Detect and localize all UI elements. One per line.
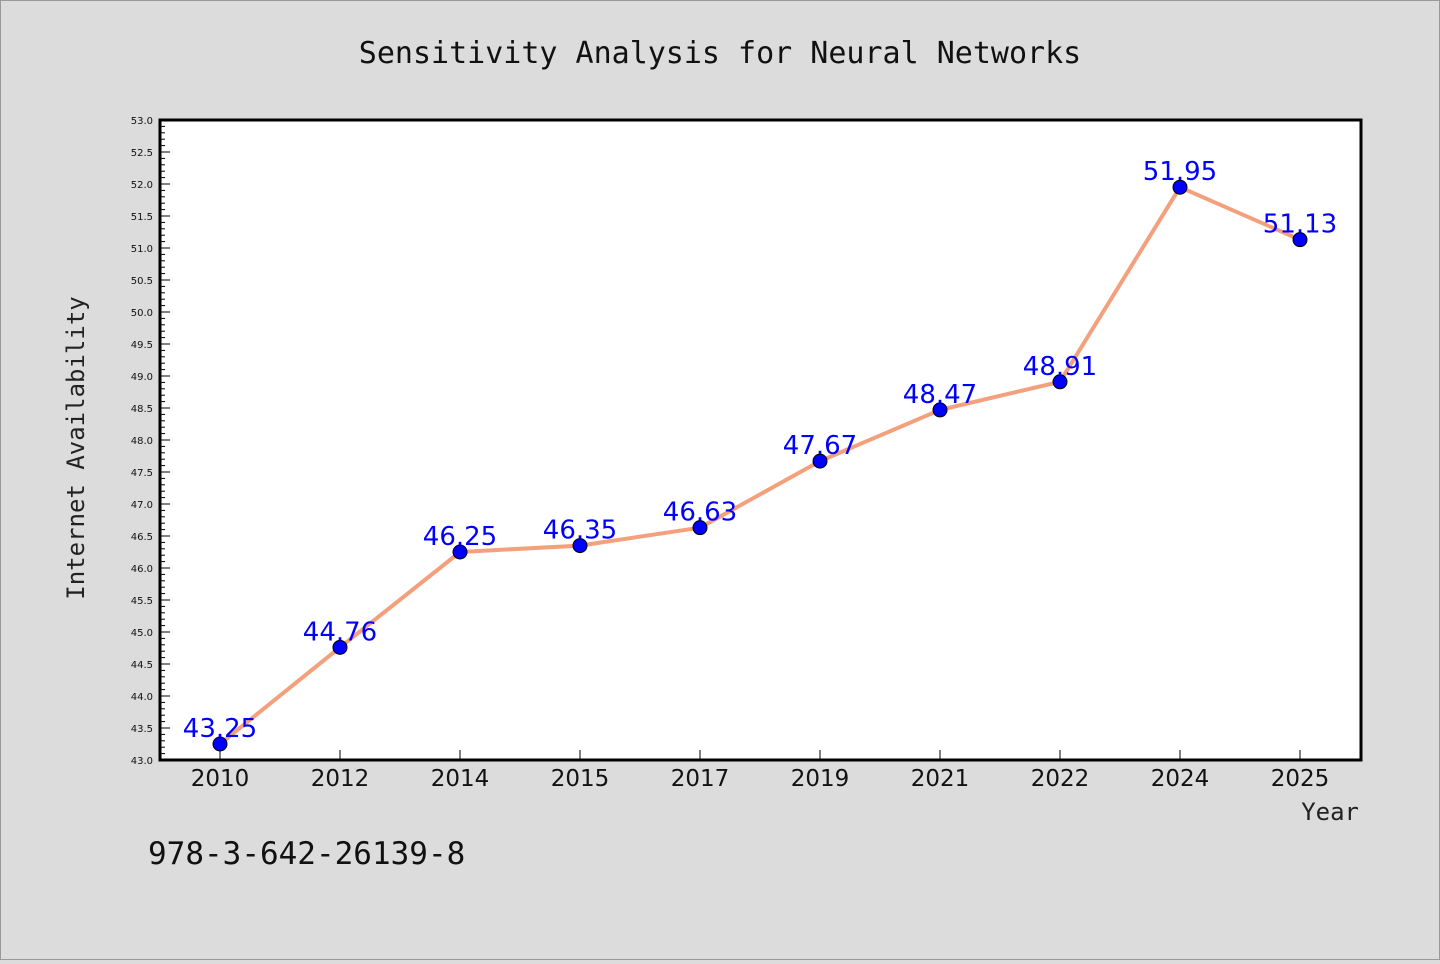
x-tick-label: 2015 — [551, 766, 610, 792]
plot-area — [158, 118, 1363, 762]
data-point — [332, 639, 348, 655]
data-point — [692, 520, 708, 536]
data-labels: 43.25 44.76 46.25 46.35 46.63 47.67 48.47 48.91… — [183, 157, 1337, 744]
y-tick-label: 52.0 — [131, 180, 153, 191]
y-tick-label: 43.0 — [131, 756, 153, 767]
x-axis: 2010 2012 2014 2015 2017 2019 2021 2022 2024 2025 — [191, 750, 1330, 792]
y-tick-label: 45.0 — [131, 628, 153, 639]
y-tick-label: 50.5 — [131, 276, 153, 287]
data-series — [212, 179, 1308, 752]
data-label: 47.67 — [783, 431, 857, 461]
data-label: 44.76 — [303, 617, 377, 647]
x-tick-label: 2024 — [1151, 766, 1210, 792]
data-label: 46.25 — [423, 522, 497, 552]
data-point — [572, 538, 588, 554]
isbn-footnote: 978-3-642-26139-8 — [148, 836, 465, 872]
y-tick-label: 48.5 — [131, 404, 153, 415]
y-tick-label: 51.0 — [131, 244, 153, 255]
y-tick-label: 46.5 — [131, 532, 153, 543]
y-tick-label: 43.5 — [131, 724, 153, 735]
data-point — [452, 544, 468, 560]
y-tick-label: 48.0 — [131, 436, 153, 447]
data-point — [1292, 232, 1308, 248]
x-tick-label: 2014 — [431, 766, 490, 792]
data-label: 46.63 — [663, 498, 737, 528]
y-tick-label: 53.0 — [131, 116, 153, 127]
y-tick-label: 46.0 — [131, 564, 153, 575]
x-tick-label: 2022 — [1031, 766, 1090, 792]
y-tick-label: 47.0 — [131, 500, 153, 511]
y-tick-label: 50.0 — [131, 308, 153, 319]
data-point — [212, 736, 228, 752]
data-point — [1172, 179, 1188, 195]
data-point — [932, 402, 948, 418]
data-point — [1052, 374, 1068, 390]
y-tick-label: 51.5 — [131, 212, 153, 223]
y-tick-label: 45.5 — [131, 596, 153, 607]
y-tick-label: 52.5 — [131, 148, 153, 159]
data-label: 48.47 — [903, 380, 977, 410]
x-tick-label: 2010 — [191, 766, 250, 792]
y-tick-label: 47.5 — [131, 468, 153, 479]
data-point — [812, 453, 828, 469]
data-label: 51.13 — [1263, 210, 1337, 240]
x-tick-label: 2017 — [671, 766, 730, 792]
data-label: 48.91 — [1023, 352, 1097, 382]
chart-title: Sensitivity Analysis for Neural Networks — [359, 36, 1081, 71]
y-axis-label: Internet Availability — [62, 296, 90, 599]
x-axis-label: Year — [1301, 798, 1359, 826]
y-tick-label: 49.5 — [131, 340, 153, 351]
y-tick-label: 49.0 — [131, 372, 153, 383]
y-axis: 43.0 43.5 44.0 44.5 45.0 45.5 46.0 46.5 47.0 47.5… — [131, 116, 170, 767]
x-tick-label: 2025 — [1271, 766, 1330, 792]
data-label: 43.25 — [183, 714, 257, 744]
y-tick-label: 44.5 — [131, 660, 153, 671]
series-line — [218, 185, 1301, 746]
data-label: 51.95 — [1143, 157, 1217, 187]
x-tick-label: 2012 — [311, 766, 370, 792]
x-tick-label: 2019 — [791, 766, 850, 792]
y-tick-label: 44.0 — [131, 692, 153, 703]
x-tick-label: 2021 — [911, 766, 970, 792]
data-label: 46.35 — [543, 516, 617, 546]
